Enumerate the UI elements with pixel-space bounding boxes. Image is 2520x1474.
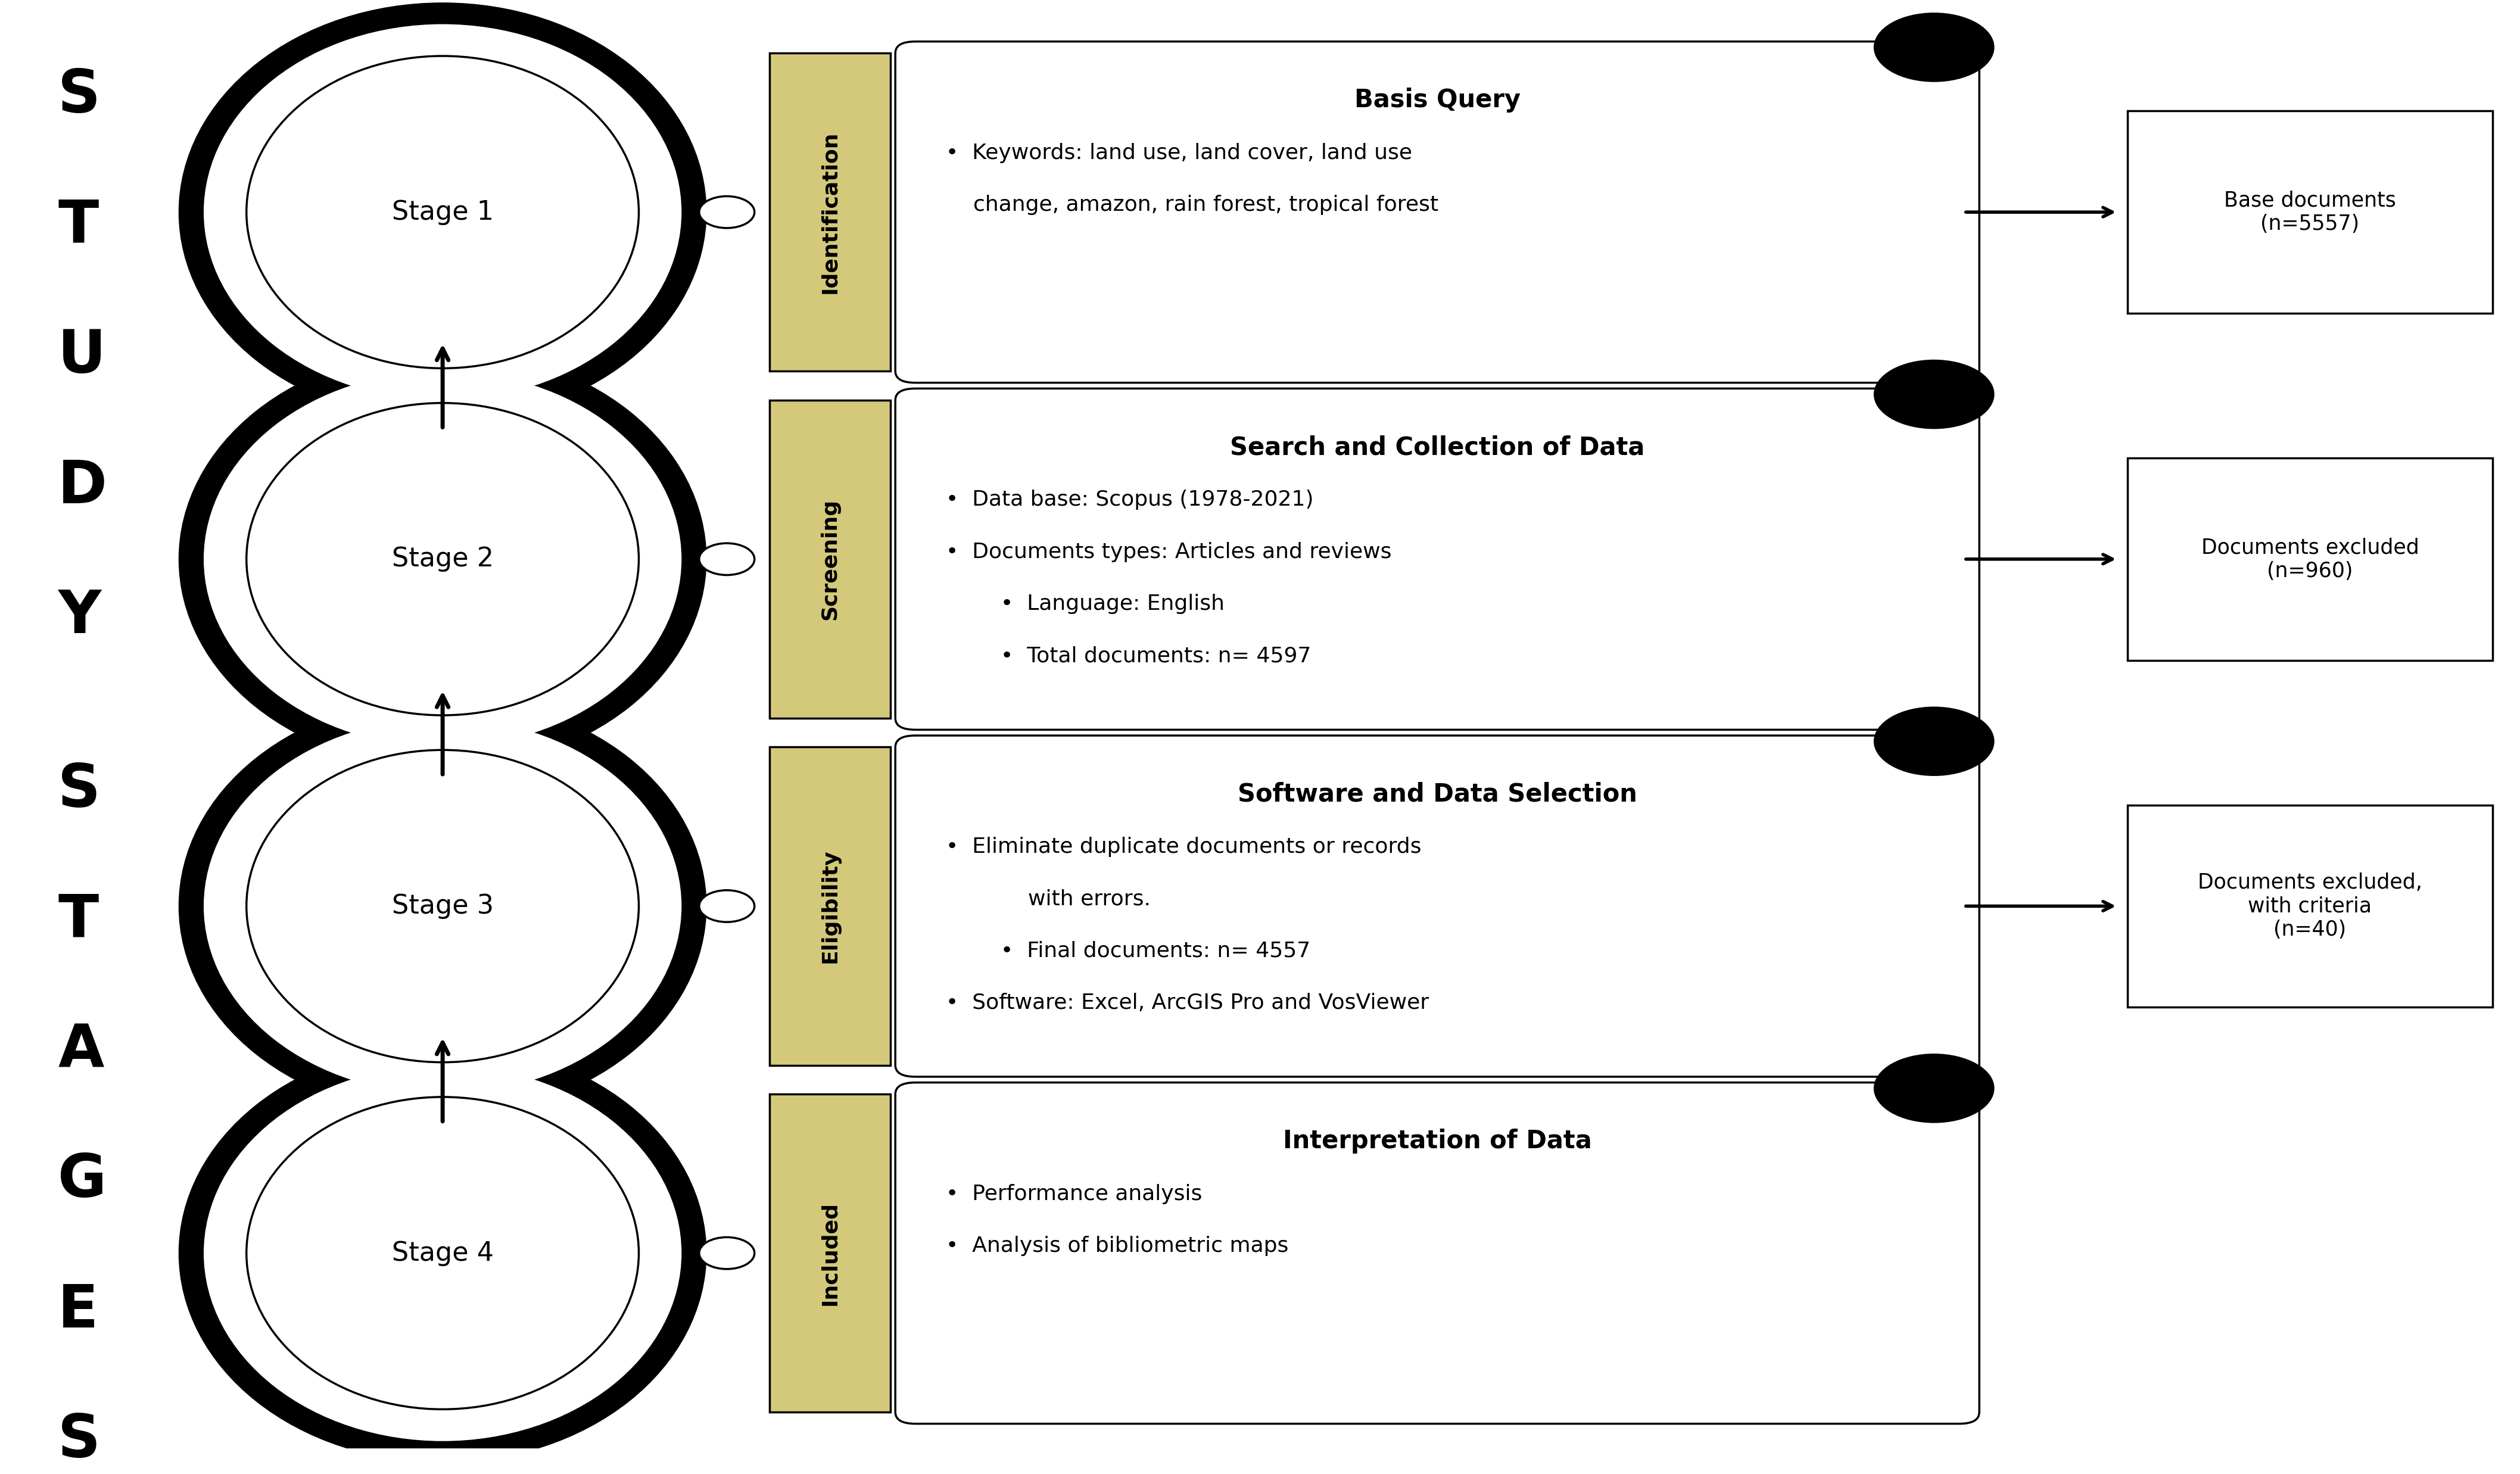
Ellipse shape: [204, 1066, 680, 1442]
Ellipse shape: [179, 349, 706, 769]
Text: Documents excluded,
with criteria
(n=40): Documents excluded, with criteria (n=40): [2197, 873, 2422, 940]
Text: with errors.: with errors.: [945, 889, 1152, 909]
Ellipse shape: [204, 24, 680, 399]
Text: Stage 3: Stage 3: [391, 893, 494, 918]
Text: Search and Collection of Data: Search and Collection of Data: [1230, 435, 1646, 460]
Ellipse shape: [1875, 706, 1993, 775]
Ellipse shape: [698, 890, 753, 923]
Ellipse shape: [204, 371, 680, 747]
Text: •  Documents types: Articles and reviews: • Documents types: Articles and reviews: [945, 542, 1391, 562]
Text: E: E: [58, 1282, 98, 1340]
Ellipse shape: [247, 1097, 638, 1409]
Text: •  Performance analysis: • Performance analysis: [945, 1184, 1202, 1204]
Ellipse shape: [1875, 360, 1993, 429]
Text: Included: Included: [819, 1201, 839, 1306]
FancyBboxPatch shape: [895, 736, 1978, 1076]
Ellipse shape: [1875, 1054, 1993, 1123]
FancyBboxPatch shape: [769, 747, 890, 1066]
Ellipse shape: [698, 1237, 753, 1269]
Text: •  Data base: Scopus (1978-2021): • Data base: Scopus (1978-2021): [945, 489, 1313, 510]
Text: Documents excluded
(n=960): Documents excluded (n=960): [2200, 537, 2419, 581]
Text: T: T: [58, 892, 98, 949]
FancyBboxPatch shape: [769, 53, 890, 371]
Text: Y: Y: [58, 588, 101, 646]
Ellipse shape: [204, 718, 680, 1094]
Text: Basis Query: Basis Query: [1353, 88, 1520, 113]
Text: D: D: [58, 458, 108, 516]
Text: Screening: Screening: [819, 498, 839, 621]
Text: Base documents
(n=5557): Base documents (n=5557): [2225, 190, 2397, 234]
Text: •  Eliminate duplicate documents or records: • Eliminate duplicate documents or recor…: [945, 837, 1421, 856]
FancyBboxPatch shape: [895, 389, 1978, 730]
Ellipse shape: [179, 3, 706, 422]
Text: change, amazon, rain forest, tropical forest: change, amazon, rain forest, tropical fo…: [945, 195, 1439, 215]
Text: A: A: [58, 1021, 103, 1079]
Text: Stage 2: Stage 2: [391, 547, 494, 572]
FancyBboxPatch shape: [2127, 458, 2492, 660]
Text: Stage 1: Stage 1: [391, 199, 494, 226]
Text: T: T: [58, 198, 98, 255]
Ellipse shape: [698, 196, 753, 228]
Text: •  Total documents: n= 4597: • Total documents: n= 4597: [945, 646, 1310, 666]
FancyBboxPatch shape: [769, 1094, 890, 1412]
Text: •  Language: English: • Language: English: [945, 594, 1225, 615]
Text: Identification: Identification: [819, 131, 839, 293]
FancyBboxPatch shape: [2127, 805, 2492, 1007]
Text: Interpretation of Data: Interpretation of Data: [1283, 1129, 1593, 1154]
Text: Eligibility: Eligibility: [819, 849, 839, 963]
Ellipse shape: [179, 697, 706, 1116]
FancyBboxPatch shape: [895, 41, 1978, 383]
Text: •  Final documents: n= 4557: • Final documents: n= 4557: [945, 940, 1310, 961]
Text: •  Keywords: land use, land cover, land use: • Keywords: land use, land cover, land u…: [945, 143, 1411, 164]
Text: Stage 4: Stage 4: [391, 1240, 494, 1266]
FancyBboxPatch shape: [2127, 111, 2492, 314]
Text: G: G: [58, 1153, 106, 1210]
Ellipse shape: [247, 750, 638, 1063]
Ellipse shape: [247, 56, 638, 368]
Ellipse shape: [179, 1044, 706, 1462]
Text: •  Software: Excel, ArcGIS Pro and VosViewer: • Software: Excel, ArcGIS Pro and VosVie…: [945, 993, 1429, 1013]
Text: Software and Data Selection: Software and Data Selection: [1237, 781, 1638, 806]
FancyBboxPatch shape: [769, 399, 890, 718]
Text: S: S: [58, 1412, 101, 1470]
FancyBboxPatch shape: [895, 1082, 1978, 1424]
Text: S: S: [58, 762, 101, 820]
Ellipse shape: [698, 544, 753, 575]
Text: U: U: [58, 327, 106, 386]
Text: S: S: [58, 68, 101, 125]
Text: •  Analysis of bibliometric maps: • Analysis of bibliometric maps: [945, 1235, 1288, 1256]
Ellipse shape: [1875, 13, 1993, 83]
Ellipse shape: [247, 402, 638, 715]
